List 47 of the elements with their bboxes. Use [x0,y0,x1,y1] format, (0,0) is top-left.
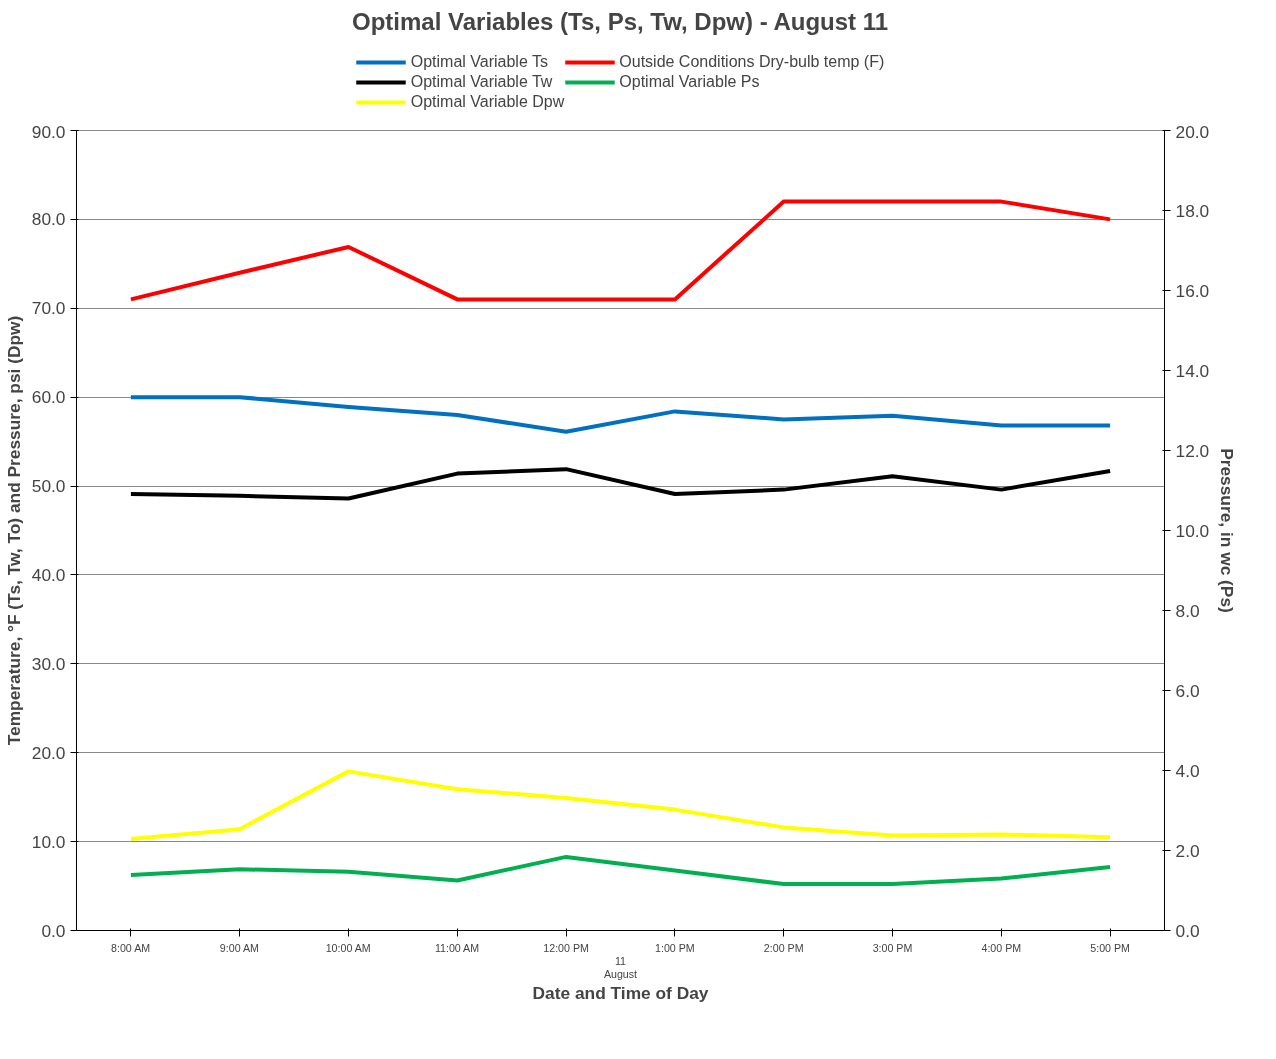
x-tick-label: 11:00 AM [434,941,480,954]
y2-tick-label: 16.0 [1175,280,1210,301]
y2-tick-label: 12.0 [1175,440,1210,461]
chart-title: Optimal Variables (Ts, Ps, Tw, Dpw) - August 11 [352,7,889,35]
text: 11 [614,954,627,967]
y2-tick-label: 10.0 [1175,520,1210,541]
y-tick-label: 60.0 [31,387,66,408]
line-series [128,467,1113,501]
y2-tick-label: 0.0 [1175,920,1200,941]
x-tick-label: 9:00 AM [219,941,259,954]
legend-label: Optimal Variable Dpw [410,93,565,111]
legend-label: Optimal Variable Tw [410,73,553,91]
y-tick-label: 80.0 [31,209,66,230]
y-tick-label: 70.0 [31,298,66,319]
y-axis-title: Temperature, °F (Ts, Tw, To) and Pressure, psi (Dpw) [3,315,24,746]
y2-tick-label: 20.0 [1175,121,1210,142]
y2-tick-label: 6.0 [1175,680,1200,701]
line-series [128,769,1113,841]
y2-tick-label: 2.0 [1175,840,1200,861]
text: August [603,967,638,980]
x-tick-label: 1:00 PM [655,941,695,954]
y-tick-label: 10.0 [31,831,66,852]
x-tick-label: 5:00 PM [1090,941,1130,954]
y2-axis-title: Pressure, in wc (Ps) [1217,448,1238,613]
y2-tick-label: 4.0 [1175,760,1200,781]
x-axis-title: Date and Time of Day [532,982,709,1003]
x-tick-label: 3:00 PM [872,941,913,954]
y2-tick-label: 8.0 [1175,600,1200,621]
y-tick-label: 30.0 [31,653,66,674]
x-tick-label: 8:00 AM [111,941,151,954]
y-tick-label: 50.0 [31,476,66,497]
x-tick-label: 10:00 AM [325,941,371,954]
line-series [128,199,1113,302]
x-tick-label: 4:00 PM [981,941,1022,954]
y-tick-label: 90.0 [31,121,66,142]
y-tick-label: 40.0 [31,564,66,585]
legend-label: Optimal Variable Ps [619,73,760,91]
legend-label: Outside Conditions Dry-bulb temp (F) [619,53,885,71]
y-tick-label: 0.0 [41,920,66,941]
legend-label: Optimal Variable Ts [410,53,548,71]
x-tick-label: 2:00 PM [763,941,804,954]
line-series [128,395,1113,434]
y-tick-label: 20.0 [31,742,66,763]
line-series [128,854,1113,887]
y2-tick-label: 18.0 [1175,200,1210,221]
x-tick-label: 12:00 PM [543,941,589,954]
y2-tick-label: 14.0 [1175,360,1210,381]
